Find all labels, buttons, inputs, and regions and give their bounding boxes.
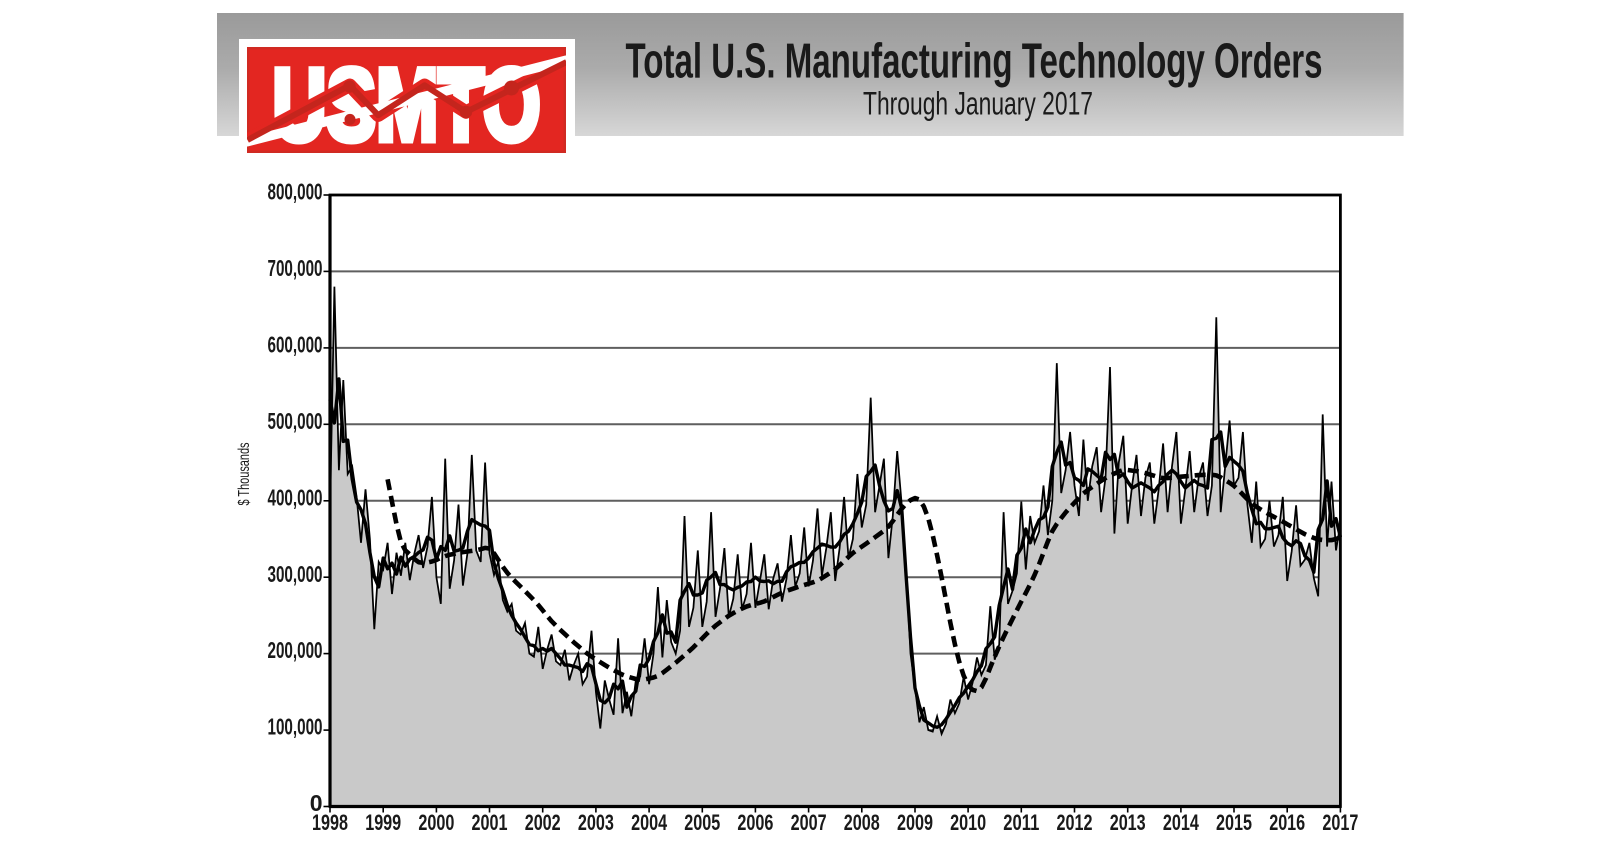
svg-text:2007: 2007 [791,810,827,835]
svg-text:1999: 1999 [365,810,401,835]
svg-text:2003: 2003 [578,810,614,835]
svg-text:2009: 2009 [897,810,933,835]
svg-text:2016: 2016 [1269,810,1305,835]
svg-text:2011: 2011 [1003,810,1039,835]
svg-text:2002: 2002 [525,810,561,835]
svg-text:2001: 2001 [472,810,508,835]
svg-text:Through January 2017: Through January 2017 [863,86,1093,122]
svg-text:2004: 2004 [631,810,668,835]
svg-text:2008: 2008 [844,810,880,835]
svg-text:200,000: 200,000 [268,637,323,663]
svg-text:2014: 2014 [1163,810,1200,835]
svg-text:$ Thousands: $ Thousands [236,442,253,505]
svg-text:2010: 2010 [950,810,986,835]
svg-text:2015: 2015 [1216,810,1252,835]
svg-text:600,000: 600,000 [268,332,323,358]
svg-text:100,000: 100,000 [268,714,323,740]
svg-text:400,000: 400,000 [268,484,323,510]
svg-text:1998: 1998 [312,810,348,835]
svg-text:2005: 2005 [684,810,720,835]
svg-text:300,000: 300,000 [268,561,323,587]
svg-text:800,000: 800,000 [268,179,323,205]
svg-text:Total U.S. Manufacturing Techn: Total U.S. Manufacturing Technology Orde… [626,34,1323,89]
svg-text:700,000: 700,000 [268,255,323,281]
svg-text:2012: 2012 [1057,810,1093,835]
svg-text:2000: 2000 [418,810,454,835]
svg-text:2017: 2017 [1322,810,1358,835]
svg-text:2006: 2006 [737,810,773,835]
svg-text:2013: 2013 [1110,810,1146,835]
svg-text:0: 0 [310,790,323,816]
svg-text:500,000: 500,000 [268,408,323,434]
